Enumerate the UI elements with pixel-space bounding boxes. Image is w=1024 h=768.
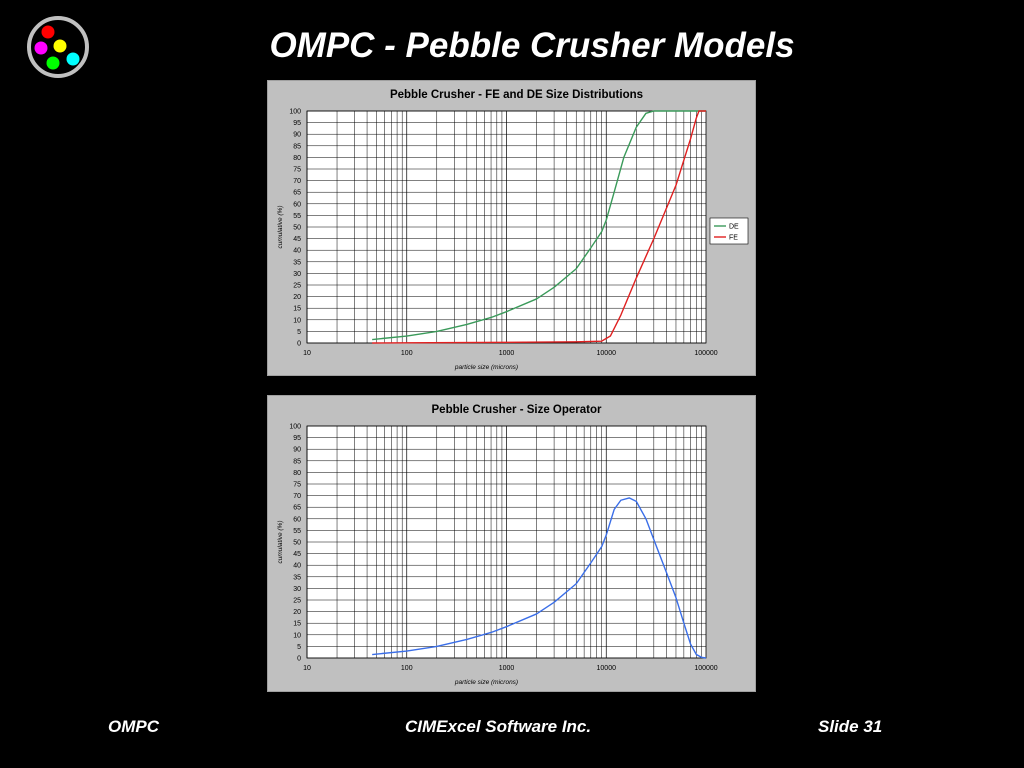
chart1-legend-label: DE — [729, 224, 739, 231]
chart1-y-axis-label: cumulative (%) — [277, 206, 284, 249]
chart1-y-tick-label: 60 — [293, 201, 301, 208]
chart2-x-tick-label: 10 — [303, 665, 311, 672]
fe-de-size-distribution-chart: 0 5 10 15 20 25 30 35 40 45 50 55 60 65 70 75 80 85 90 95 10… — [267, 80, 756, 376]
chart2-y-tick-label: 10 — [293, 632, 301, 639]
chart2-series-line-0 — [372, 497, 707, 659]
chart1-y-tick-label: 20 — [293, 294, 301, 301]
chart1-x-tick-label: 1000 — [499, 350, 515, 357]
chart1-y-tick-label: 30 — [293, 271, 301, 278]
chart1-legend-box — [709, 217, 749, 245]
logo-dot-green — [46, 56, 60, 70]
chart1-series-line-de — [372, 110, 706, 341]
chart1-x-tick-label: 10000 — [597, 350, 617, 357]
chart2-y-tick-label: 95 — [293, 435, 301, 442]
chart1-series-line-fe — [372, 110, 706, 344]
chart2-y-tick-label: 55 — [293, 528, 301, 535]
chart2-y-tick-label: 75 — [293, 482, 301, 489]
footer-company: CIMExcel Software Inc. — [405, 717, 592, 736]
fe-de-chart-svg: 0 5 10 15 20 25 30 35 40 45 50 55 60 65 70 75 80 85 90 95 10… — [277, 89, 749, 371]
chart2-y-tick-label: 80 — [293, 470, 301, 477]
chart2-title: Pebble Crusher - Size Operator — [432, 404, 603, 416]
chart1-y-tick-label: 5 — [297, 329, 301, 336]
chart2-y-tick-label: 15 — [293, 621, 301, 628]
chart2-y-tick-label: 40 — [293, 563, 301, 570]
chart2-y-axis-label: cumulative (%) — [277, 521, 284, 564]
logo-dot-cyan — [66, 52, 80, 66]
chart2-y-tick-label: 35 — [293, 574, 301, 581]
chart1-y-tick-label: 40 — [293, 248, 301, 255]
chart2-y-tick-label: 30 — [293, 586, 301, 593]
size-operator-chart-svg: 0 5 10 15 20 25 30 35 40 45 50 55 60 65 70 75 80 85 90 95 10… — [277, 404, 718, 686]
chart1-y-tick-label: 90 — [293, 132, 301, 139]
chart1-x-tick-label: 10 — [303, 350, 311, 357]
chart2-y-tick-label: 70 — [293, 493, 301, 500]
logo-dot-magenta — [34, 41, 48, 55]
chart1-y-tick-label: 80 — [293, 155, 301, 162]
chart1-y-tick-label: 95 — [293, 120, 301, 127]
chart2-y-tick-label: 60 — [293, 516, 301, 523]
chart2-x-tick-label: 100000 — [694, 665, 717, 672]
footer-slide-number: Slide 31 — [818, 717, 883, 736]
chart2-y-tick-label: 45 — [293, 551, 301, 558]
chart1-y-tick-label: 65 — [293, 190, 301, 197]
chart2-x-tick-label: 1000 — [499, 665, 515, 672]
chart2-y-tick-label: 65 — [293, 505, 301, 512]
chart1-x-tick-label: 100000 — [694, 350, 717, 357]
chart1-x-tick-label: 100 — [401, 350, 413, 357]
chart1-y-tick-label: 70 — [293, 178, 301, 185]
chart1-y-tick-label: 50 — [293, 225, 301, 232]
chart2-y-tick-label: 90 — [293, 447, 301, 454]
size-operator-chart: 0 5 10 15 20 25 30 35 40 45 50 55 60 65 70 75 80 85 90 95 10… — [267, 395, 756, 692]
logo-dot-red — [41, 25, 55, 39]
chart1-y-tick-label: 10 — [293, 317, 301, 324]
chart1-title: Pebble Crusher - FE and DE Size Distribu… — [390, 89, 643, 101]
chart1-y-tick-label: 55 — [293, 213, 301, 220]
chart2-y-tick-label: 50 — [293, 540, 301, 547]
chart1-x-axis-label: particle size (microns) — [454, 364, 518, 371]
chart1-y-tick-label: 15 — [293, 306, 301, 313]
chart2-x-tick-label: 100 — [401, 665, 413, 672]
logo-dot-yellow — [53, 39, 67, 53]
footer-ompc: OMPC — [108, 717, 159, 736]
chart1-y-tick-label: 75 — [293, 167, 301, 174]
chart1-y-tick-label: 100 — [289, 109, 301, 116]
chart1-y-tick-label: 25 — [293, 283, 301, 290]
chart2-y-tick-label: 5 — [297, 644, 301, 651]
chart2-y-tick-label: 25 — [293, 598, 301, 605]
chart1-y-tick-label: 0 — [297, 341, 301, 348]
chart2-x-tick-label: 10000 — [597, 665, 617, 672]
chart1-legend-label: FE — [729, 235, 738, 242]
slide-title: OMPC - Pebble Crusher Models — [269, 26, 795, 65]
chart1-y-tick-label: 35 — [293, 259, 301, 266]
chart2-y-tick-label: 100 — [289, 424, 301, 431]
chart2-y-tick-label: 0 — [297, 656, 301, 663]
chart1-y-tick-label: 85 — [293, 143, 301, 150]
chart2-y-tick-label: 20 — [293, 609, 301, 616]
ompc-logo-icon — [27, 16, 89, 78]
chart1-y-tick-label: 45 — [293, 236, 301, 243]
chart2-y-tick-label: 85 — [293, 458, 301, 465]
chart2-x-axis-label: particle size (microns) — [454, 679, 518, 686]
